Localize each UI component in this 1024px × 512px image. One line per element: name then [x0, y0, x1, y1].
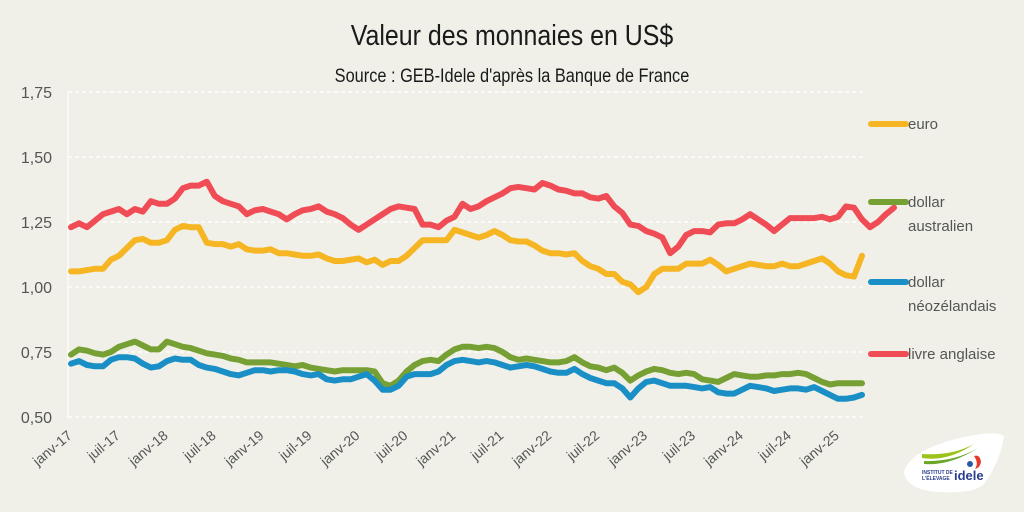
logo-dot-icon: [967, 461, 973, 467]
x-tick-label: janv-23: [604, 427, 650, 470]
series-lines: [68, 178, 897, 402]
series-line-dollar-neozelandais: [68, 354, 865, 402]
x-tick-label: janv-21: [412, 427, 458, 470]
x-tick-label: juil-22: [563, 427, 603, 464]
legend: euro dollar australien dollar néozélandais li…: [868, 116, 996, 363]
x-tick-label: janv-24: [700, 427, 746, 470]
legend-label: dollar: [908, 274, 945, 291]
x-tick-label: juil-19: [275, 427, 315, 464]
x-tick-label: juil-21: [467, 427, 507, 464]
logo-swoosh-2-icon: [924, 448, 978, 465]
x-tick-label: janv-25: [796, 427, 842, 470]
logo-line1: INSTITUT DE: [922, 470, 953, 476]
x-tick-label: juil-17: [83, 427, 123, 464]
y-tick-label: 1,75: [21, 85, 52, 102]
logo-background: [904, 433, 1004, 493]
logo-line2: L'ÉLEVAGE: [922, 474, 950, 482]
legend-label: australien: [908, 218, 973, 235]
x-tick-label: janv-22: [508, 427, 554, 470]
idele-logo: INSTITUT DE L'ÉLEVAGE idele: [900, 432, 1006, 494]
x-tick-label: janv-19: [220, 427, 266, 470]
logo-brand: idele: [954, 468, 984, 483]
legend-label: euro: [908, 116, 938, 133]
x-tick-label: juil-18: [179, 427, 219, 464]
chart-title: Valeur des monnaies en US$: [350, 20, 674, 52]
series-line-livre-anglaise: [68, 178, 897, 257]
chart-subtitle: Source : GEB-Idele d'après la Banque de …: [334, 66, 690, 87]
y-axis-ticks: 1,75 1,50 1,25 1,00 0,75 0,50: [21, 85, 52, 427]
series-line-euro: [68, 222, 865, 296]
x-tick-label: juil-24: [754, 427, 794, 464]
logo-swoosh-icon: [922, 444, 974, 459]
x-tick-label: janv-17: [29, 427, 75, 470]
legend-label: dollar: [908, 194, 945, 211]
legend-label: néozélandais: [908, 298, 996, 315]
x-tick-label: juil-20: [371, 427, 411, 464]
x-tick-label: juil-23: [658, 427, 698, 464]
y-tick-label: 1,50: [21, 150, 52, 167]
y-tick-label: 1,00: [21, 280, 52, 297]
y-tick-label: 0,75: [21, 345, 52, 362]
x-tick-label: janv-20: [316, 427, 362, 470]
y-tick-label: 1,25: [21, 215, 52, 232]
gridlines: [68, 91, 866, 418]
x-tick-label: janv-18: [125, 427, 171, 470]
y-tick-label: 0,50: [21, 410, 52, 427]
legend-label: livre anglaise: [908, 346, 996, 363]
series-line-dollar-australien: [68, 338, 865, 389]
logo-flag-icon: [974, 455, 981, 469]
x-axis-ticks: janv-17 juil-17 janv-18 juil-18 janv-19 juil-…: [29, 427, 842, 470]
